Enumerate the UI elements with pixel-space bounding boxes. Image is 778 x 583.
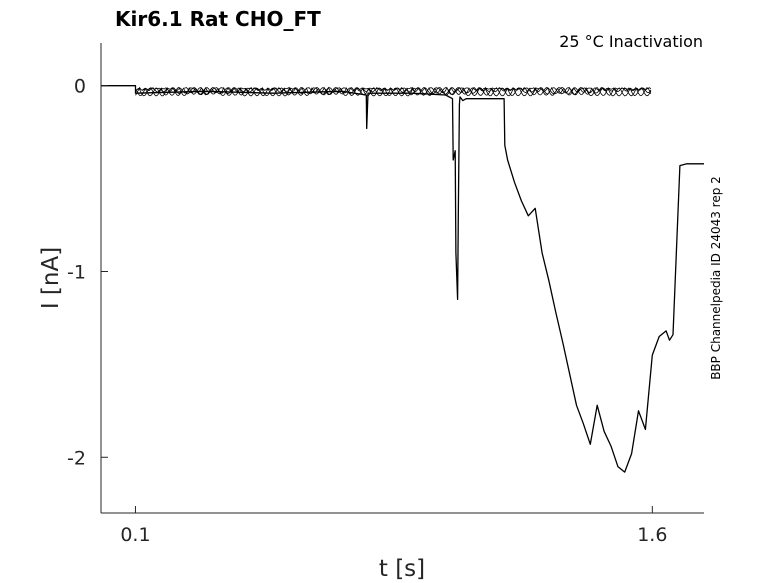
current-trace <box>101 85 704 473</box>
y-tick-label: -1 <box>67 261 86 283</box>
baseline-sweeps <box>135 86 652 97</box>
x-axis-label: t [s] <box>379 556 425 582</box>
x-tick-label: 1.6 <box>637 524 667 546</box>
x-tick-label: 0.1 <box>120 524 150 546</box>
y-tick-label: 0 <box>74 76 86 98</box>
chart-subtitle: 25 °C Inactivation <box>559 32 703 51</box>
side-label: BBP Channelpedia ID 24043 rep 2 <box>709 176 723 380</box>
baseline-noise-band <box>135 86 652 97</box>
y-tick-label: -2 <box>67 447 86 469</box>
plot-area <box>100 43 704 514</box>
chart-title: Kir6.1 Rat CHO_FT <box>115 7 321 31</box>
x-ticks: 0.1 1.6 <box>120 506 667 546</box>
y-ticks: 0 -1 -2 <box>67 76 108 469</box>
y-axis-label: I [nA] <box>38 247 64 309</box>
